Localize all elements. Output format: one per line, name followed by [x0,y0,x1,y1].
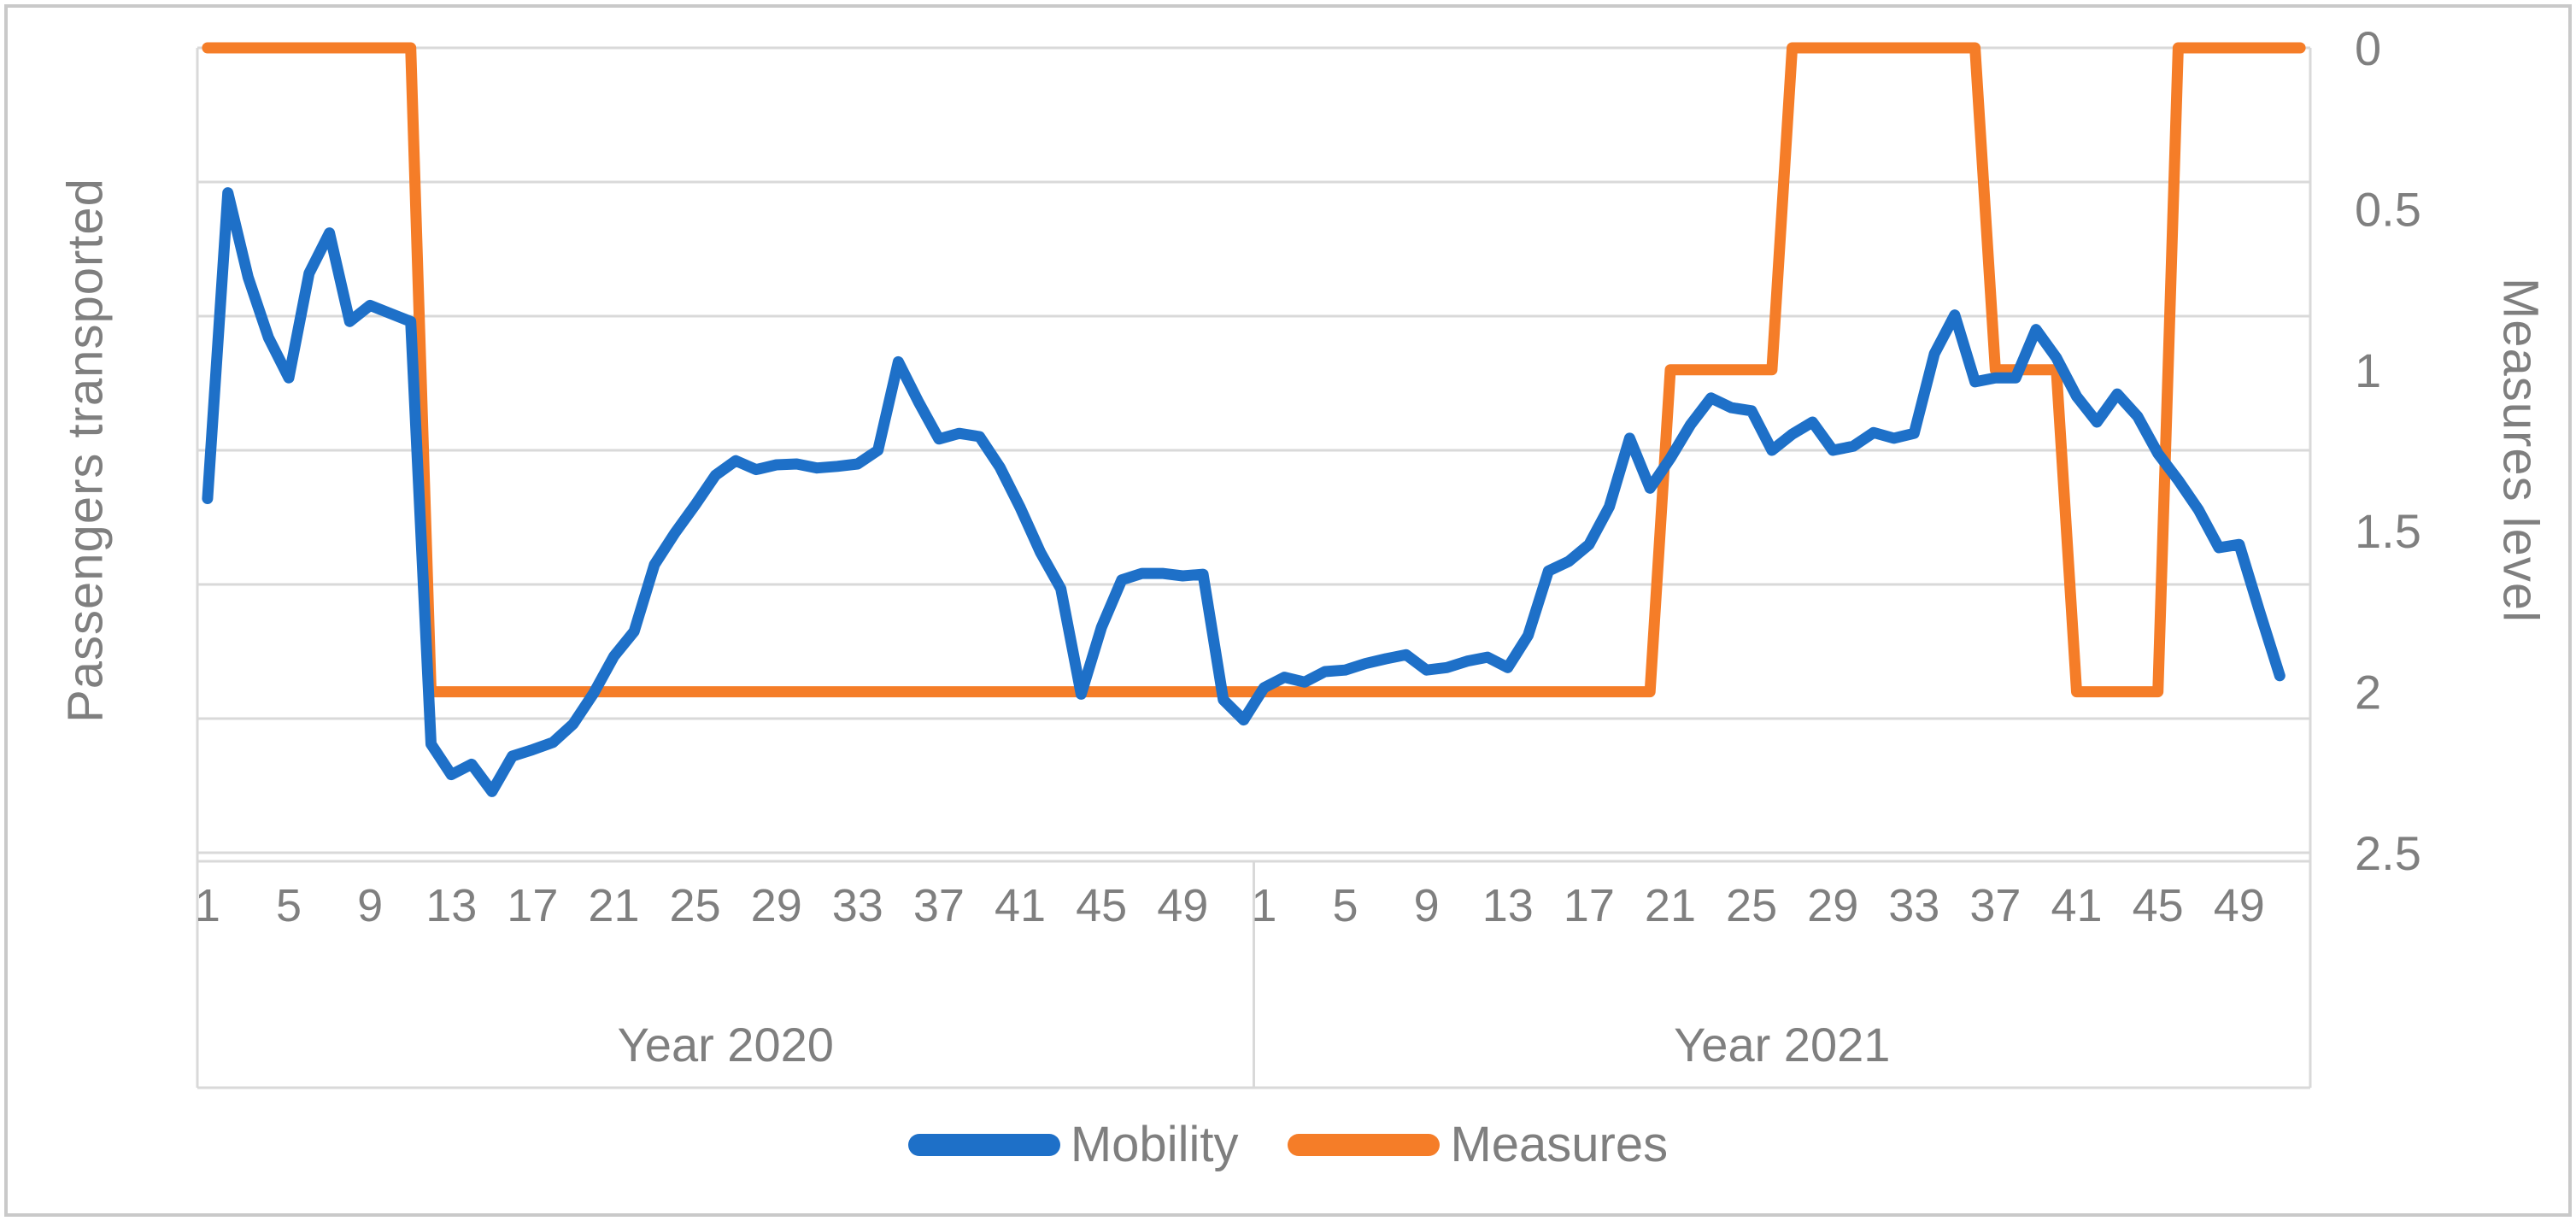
week-tick-label: 49 [1157,880,1208,931]
week-tick-label: 9 [1414,880,1440,931]
week-tick-label: 25 [670,880,721,931]
week-tick-label: 41 [2051,880,2103,931]
year-label: Year 2020 [618,1018,834,1071]
measures-line [202,42,2306,698]
right-axis-tick-label: 0 [2355,21,2381,75]
right-axis-tick-label: 0.5 [2355,182,2421,236]
left-axis-title: Passengers transported [57,178,114,723]
right-axis-tick-label: 2.5 [2355,826,2421,880]
week-tick-label: 25 [1726,880,1777,931]
chart-outer-border [4,4,2572,1217]
legend-item-mobility: Mobility [907,1116,1239,1173]
week-tick-label: 33 [1888,880,1939,931]
right-axis-tick-label: 1.5 [2355,504,2421,558]
measures-line-swatch [1288,1133,1441,1156]
legend-item-measures: Measures [1288,1116,1668,1173]
week-tick-label: 1 [1251,880,1276,931]
week-tick-label: 45 [2133,880,2184,931]
right-axis-tick-label: 2 [2355,666,2381,719]
week-tick-label: 1 [195,880,220,931]
week-tick-label: 37 [1969,880,2021,931]
week-tick-label: 33 [832,880,883,931]
year-label: Year 2021 [1674,1018,1890,1071]
week-tick-label: 49 [2214,880,2265,931]
week-tick-label: 21 [1645,880,1696,931]
week-tick-label: 29 [1807,880,1858,931]
mobility-line-swatch [907,1133,1060,1156]
week-tick-label: 29 [751,880,802,931]
legend-label-mobility: Mobility [1070,1117,1239,1172]
week-tick-label: 13 [1482,880,1534,931]
week-tick-label: 21 [588,880,639,931]
week-tick-label: 5 [1332,880,1358,931]
week-tick-label: 45 [1076,880,1127,931]
week-tick-label: 17 [507,880,558,931]
week-tick-label: 13 [425,880,477,931]
week-tick-label: 41 [995,880,1046,931]
right-axis-title: Measures level [2492,277,2549,624]
right-axis-tick-label: 1 [2355,343,2381,397]
week-tick-label: 37 [913,880,965,931]
mobility-line [202,187,2286,797]
legend: Mobility Measures [0,1116,2576,1173]
week-tick-label: 5 [276,880,302,931]
legend-label-measures: Measures [1450,1117,1669,1172]
week-tick-label: 17 [1564,880,1615,931]
week-tick-label: 9 [357,880,383,931]
